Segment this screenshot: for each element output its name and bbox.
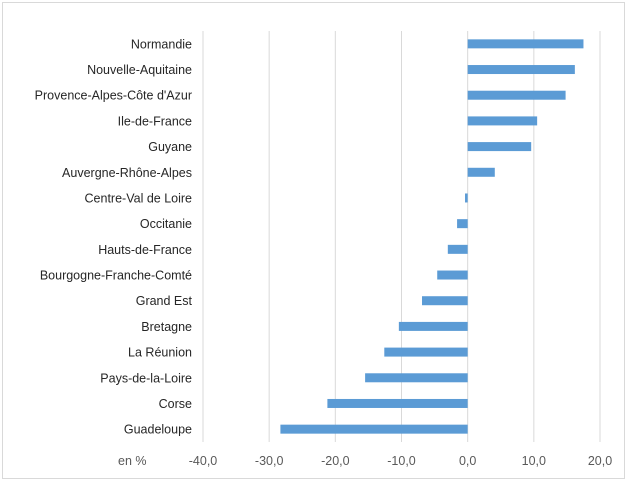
bar bbox=[384, 347, 468, 357]
bars bbox=[280, 39, 584, 434]
x-tick-label: 0,0 bbox=[459, 454, 476, 468]
x-tick-label: 10,0 bbox=[522, 454, 546, 468]
bar bbox=[465, 193, 468, 203]
category-label: Centre-Val de Loire bbox=[85, 191, 193, 205]
x-tick-label: -40,0 bbox=[189, 454, 218, 468]
category-label: Occitanie bbox=[140, 217, 192, 231]
bar bbox=[457, 219, 468, 229]
bar bbox=[437, 270, 468, 280]
bar bbox=[467, 39, 584, 49]
category-label: Ile-de-France bbox=[118, 114, 192, 128]
bar bbox=[467, 142, 532, 152]
category-label: Guadeloupe bbox=[124, 423, 192, 437]
bar bbox=[447, 244, 468, 254]
category-label: Corse bbox=[159, 397, 192, 411]
category-label: Auvergne-Rhône-Alpes bbox=[62, 166, 192, 180]
category-label: Pays-de-la-Loire bbox=[100, 371, 192, 385]
category-label: Provence-Alpes-Côte d'Azur bbox=[35, 89, 192, 103]
bar bbox=[398, 321, 468, 331]
x-tick-label: -10,0 bbox=[387, 454, 416, 468]
x-tick-labels: -40,0 -30,0 -20,0 -10,0 0,0 10,0 20,0 bbox=[189, 454, 612, 468]
x-tick-label: -20,0 bbox=[321, 454, 350, 468]
bar bbox=[327, 398, 468, 408]
bar bbox=[422, 296, 468, 306]
bar bbox=[467, 90, 566, 100]
category-label: Hauts-de-France bbox=[98, 243, 192, 257]
bar bbox=[467, 65, 575, 75]
x-tick-label: -30,0 bbox=[255, 454, 284, 468]
category-label: La Réunion bbox=[128, 346, 192, 360]
category-label: Normandie bbox=[131, 37, 192, 51]
x-tick-label: 20,0 bbox=[588, 454, 612, 468]
unit-label: en % bbox=[118, 454, 147, 468]
bar bbox=[467, 167, 495, 177]
category-label: Nouvelle-Aquitaine bbox=[87, 63, 192, 77]
bar bbox=[365, 373, 468, 383]
category-label: Grand Est bbox=[136, 294, 193, 308]
category-label: Bretagne bbox=[141, 320, 192, 334]
bar bbox=[467, 116, 538, 126]
bar bbox=[280, 424, 468, 434]
category-labels: Normandie Nouvelle-Aquitaine Provence-Alpe… bbox=[35, 37, 193, 436]
category-label: Bourgogne-Franche-Comté bbox=[40, 269, 192, 283]
category-label: Guyane bbox=[148, 140, 192, 154]
